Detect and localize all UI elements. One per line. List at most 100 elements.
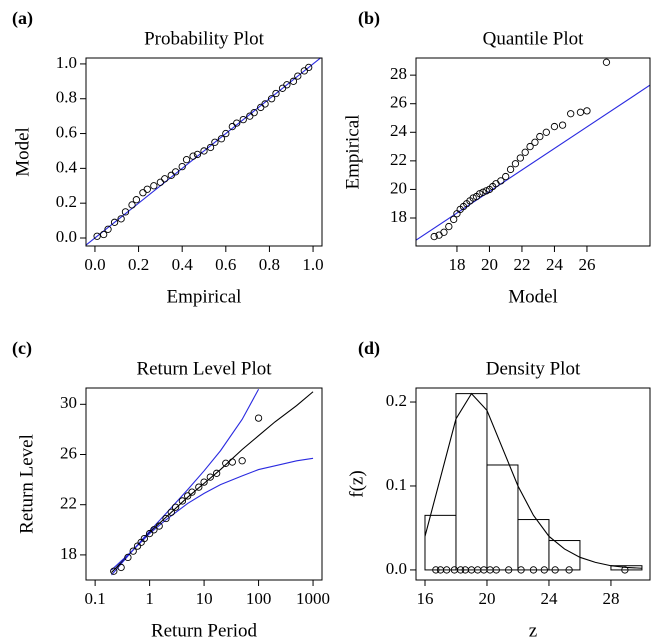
y-tick-label: 18	[60, 544, 77, 563]
point	[526, 142, 534, 151]
x-tick-label: 0.8	[259, 255, 280, 274]
point	[443, 566, 451, 574]
y-tick-label: 0.8	[56, 88, 77, 107]
point	[267, 95, 276, 103]
point	[211, 138, 219, 146]
x-tick-label: 26	[578, 255, 595, 274]
x-tick-label: 28	[602, 589, 619, 608]
point	[145, 529, 154, 538]
point	[278, 84, 287, 92]
point	[511, 160, 520, 168]
point	[529, 566, 538, 574]
y-tick-label: 28	[390, 64, 407, 83]
panel-letter: (b)	[358, 8, 380, 29]
line	[416, 84, 650, 241]
y-tick-label: 0.2	[56, 192, 77, 211]
point	[133, 542, 142, 550]
point	[506, 165, 515, 174]
point	[305, 63, 313, 72]
histogram-bar	[517, 519, 550, 571]
point	[261, 100, 269, 108]
x-tick-label: 0.0	[84, 255, 105, 274]
point	[551, 566, 559, 574]
point	[189, 152, 197, 160]
point	[516, 154, 524, 162]
histogram-bar	[486, 464, 519, 571]
point	[272, 89, 280, 98]
y-tick-label: 0.2	[386, 391, 407, 410]
point	[104, 225, 112, 233]
point	[206, 143, 215, 152]
point	[128, 201, 136, 209]
point	[132, 196, 141, 204]
point	[184, 492, 192, 500]
panel: (c) Return Level Plot Return Period Return …	[12, 338, 330, 639]
x-tick-label: 1	[145, 589, 154, 608]
x-tick-label: 16	[416, 589, 433, 608]
plot-area	[424, 392, 643, 574]
histogram-bar	[455, 393, 488, 571]
point	[540, 566, 548, 574]
point	[139, 189, 147, 197]
x-axis-label: Return Period	[151, 620, 258, 639]
point	[602, 58, 611, 66]
point	[536, 132, 544, 141]
y-tick-label: 22	[390, 150, 407, 169]
point	[576, 108, 585, 116]
panel-letter: (c)	[12, 338, 32, 359]
point	[200, 147, 208, 155]
point	[482, 187, 490, 195]
plot-frame	[415, 387, 651, 581]
point	[469, 194, 477, 202]
point	[476, 190, 484, 198]
point	[156, 178, 165, 186]
point	[178, 162, 186, 171]
point	[182, 156, 191, 164]
y-tick-label: 0.0	[56, 227, 77, 246]
point	[188, 488, 196, 496]
x-tick-label: 0.2	[128, 255, 149, 274]
point	[162, 514, 170, 523]
point	[521, 148, 529, 156]
panel: (d) Density Plot z f(z) 16 20 24 28 0.0 0.1 0.2	[346, 338, 651, 639]
point	[479, 188, 487, 196]
histogram-bar	[424, 514, 457, 571]
point	[502, 172, 510, 181]
line	[424, 392, 642, 569]
plot-frame	[85, 57, 323, 247]
point	[212, 469, 221, 477]
point	[432, 566, 440, 574]
point	[178, 497, 187, 505]
point	[121, 208, 130, 216]
plot-frame	[415, 57, 651, 247]
point	[110, 567, 118, 575]
plot-frame	[85, 387, 323, 581]
point	[565, 566, 573, 574]
point	[217, 135, 226, 143]
point	[228, 122, 237, 131]
y-tick-label: 0.6	[56, 122, 77, 141]
y-tick-label: 26	[390, 93, 407, 112]
panel-letter: (a)	[12, 8, 33, 29]
x-tick-label: 10	[196, 589, 213, 608]
point	[228, 458, 236, 466]
y-tick-label: 1.0	[56, 53, 77, 72]
panel: (b) Quantile Plot Model Empirical 18 20 22 24 26…	[342, 8, 651, 307]
plot-area	[86, 58, 322, 246]
point	[117, 215, 125, 223]
y-tick-label: 24	[390, 121, 408, 140]
point	[200, 478, 208, 486]
x-tick-label: 0.4	[172, 255, 194, 274]
point	[195, 483, 203, 491]
point	[257, 103, 265, 112]
point	[143, 185, 151, 193]
line	[111, 388, 260, 576]
plot-area	[110, 388, 314, 576]
point	[117, 563, 125, 572]
point	[171, 168, 180, 176]
panel-title: Probability Plot	[144, 28, 265, 49]
point	[550, 122, 559, 131]
x-tick-label: 100	[246, 589, 272, 608]
point	[440, 228, 448, 236]
